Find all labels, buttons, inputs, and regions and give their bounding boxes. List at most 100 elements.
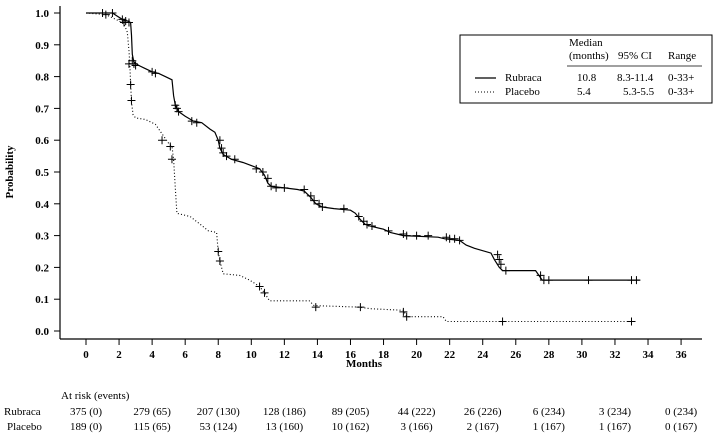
at-risk-cell: 1 (167)	[533, 421, 565, 433]
censor-mark	[584, 276, 593, 285]
series-rubraca	[86, 9, 641, 285]
censor-mark	[455, 236, 464, 245]
censor-mark	[496, 260, 505, 269]
legend-ci-rubraca: 8.3-11.4	[617, 72, 654, 84]
series-layer	[85, 9, 641, 326]
at-risk-cell: 53 (124)	[199, 421, 237, 433]
at-risk-cells: 375 (0) 279 (65) 207 (130) 128 (186) 89 (205…	[70, 406, 697, 433]
legend-median-placebo: 5.4	[577, 86, 591, 98]
y-ticks: 0.0 0.1 0.2 0.3 0.4 0.5 0.6 0.7 0.8 0.9 1.0	[35, 8, 60, 338]
censor-mark	[126, 80, 135, 89]
censor-mark	[121, 16, 130, 25]
censor-mark	[359, 217, 368, 226]
censor-mark	[219, 148, 228, 157]
censor-mark	[174, 107, 183, 116]
censor-mark	[158, 136, 167, 145]
censor-mark	[267, 182, 276, 191]
censor-mark	[367, 222, 376, 231]
censor-mark	[424, 231, 433, 240]
censor-mark	[402, 312, 411, 321]
y-tick-label: 0.1	[35, 294, 49, 306]
y-tick-label: 0.4	[35, 199, 49, 211]
censor-mark	[536, 271, 545, 280]
censor-mark	[148, 67, 157, 76]
censor-mark	[399, 230, 408, 239]
x-tick-label: 18	[378, 349, 390, 361]
censor-mark	[311, 303, 320, 312]
legend-header-ci: 95% CI	[618, 50, 652, 62]
censor-mark	[215, 257, 224, 266]
censor-mark	[632, 276, 641, 285]
x-tick-label: 4	[149, 349, 155, 361]
censor-mark	[495, 255, 504, 264]
y-axis-title: Probability	[4, 145, 16, 198]
legend-ci-placebo: 5.3-5.5	[623, 86, 655, 98]
censor-mark	[187, 117, 196, 126]
x-tick-label: 8	[215, 349, 221, 361]
y-tick-label: 0.7	[35, 103, 49, 115]
censor-mark	[306, 191, 315, 200]
at-risk-cell: 13 (160)	[266, 421, 304, 433]
x-tick-label: 36	[676, 349, 688, 361]
censor-mark	[412, 231, 421, 240]
censor-mark	[118, 15, 127, 24]
censor-mark	[120, 18, 129, 27]
at-risk-cell: 207 (130)	[197, 406, 240, 418]
legend-header-median-line1: Median	[569, 37, 603, 49]
x-tick-label: 28	[543, 349, 555, 361]
legend-header-median: (months)	[569, 50, 609, 62]
censor-mark	[272, 183, 281, 192]
at-risk-cell: 44 (222)	[398, 406, 436, 418]
censor-mark	[399, 307, 408, 316]
x-tick-label: 22	[444, 349, 456, 361]
x-tick-label: 2	[116, 349, 122, 361]
at-risk-cell: 3 (234)	[599, 406, 631, 418]
legend-label-rubraca: Rubraca	[505, 72, 542, 84]
series-placebo	[85, 10, 636, 326]
censor-mark	[167, 155, 176, 164]
censor-mark	[230, 155, 239, 164]
at-risk-row-label-placebo: Placebo	[7, 421, 42, 433]
censor-mark	[356, 303, 365, 312]
censor-mark	[108, 9, 117, 17]
x-tick-label: 32	[609, 349, 621, 361]
censor-mark	[493, 250, 502, 259]
legend-median-rubraca: 10.8	[577, 72, 597, 84]
censor-mark	[263, 174, 272, 183]
censor-mark	[215, 136, 224, 145]
censor-mark	[98, 9, 107, 17]
at-risk-cell: 1 (167)	[599, 421, 631, 433]
y-tick-label: 0.8	[35, 72, 49, 84]
censor-mark	[310, 196, 319, 205]
x-tick-label: 30	[576, 349, 588, 361]
x-tick-label: 24	[477, 349, 489, 361]
censor-mark	[442, 233, 451, 242]
censor-mark	[280, 183, 289, 192]
censor-mark	[354, 212, 363, 221]
censor-mark	[252, 164, 261, 173]
x-tick-label: 0	[83, 349, 89, 361]
at-risk-row-label-rubraca: Rubraca	[4, 406, 41, 418]
at-risk-cell: 279 (65)	[133, 406, 171, 418]
censor-mark	[315, 199, 324, 208]
x-tick-label: 26	[510, 349, 522, 361]
at-risk-cell: 0 (234)	[665, 406, 697, 418]
censor-mark	[318, 202, 327, 211]
censor-mark	[363, 220, 372, 229]
at-risk-cell: 189 (0)	[70, 421, 102, 433]
censor-mark	[101, 10, 110, 19]
censor-mark	[192, 118, 201, 127]
at-risk-cell: 128 (186)	[263, 406, 306, 418]
censor-mark	[255, 282, 264, 291]
y-tick-label: 0.0	[35, 326, 49, 338]
censor-mark	[214, 247, 223, 256]
censor-mark	[384, 226, 393, 235]
legend-label-placebo: Placebo	[505, 86, 540, 98]
censor-mark	[402, 231, 411, 240]
at-risk-title: At risk (events)	[61, 390, 130, 402]
censor-mark	[501, 266, 510, 275]
y-tick-label: 0.3	[35, 231, 49, 243]
at-risk-cell: 89 (205)	[332, 406, 370, 418]
legend-range-placebo: 0-33+	[668, 86, 694, 98]
